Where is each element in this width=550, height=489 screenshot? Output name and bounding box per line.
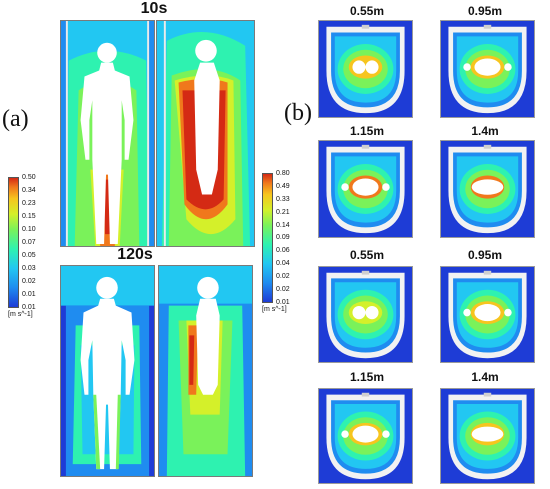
colorbar-right-tick: 0.02 <box>276 273 290 281</box>
section-title-bottom-3: 1.15m <box>349 370 385 384</box>
colorbar-left-unit: [m s^-1] <box>8 311 33 318</box>
colorbar-right-tick: 0.33 <box>276 195 290 203</box>
colorbar-right-tick: 0.01 <box>276 298 290 306</box>
colorbar-left-tick: 0.02 <box>22 278 36 285</box>
colorbar-left-tick: 0.03 <box>22 265 36 272</box>
time-title-10s: 10s <box>140 0 168 17</box>
colorbar-left-tick: 0.01 <box>22 291 36 298</box>
cross-section-4 <box>440 140 535 238</box>
section-title-top-3: 1.15m <box>349 124 385 138</box>
cross-section-2 <box>440 20 535 118</box>
section-title-top-2: 0.95m <box>467 4 503 18</box>
colorbar-right-tick: 0.06 <box>276 247 290 255</box>
colorbar-right-ticks: 0.80 0.49 0.33 0.21 0.14 0.09 0.06 0.04 0.02 0.02… <box>276 170 290 306</box>
section-title-bottom-1: 0.55m <box>349 248 385 262</box>
colorbar-left <box>8 177 19 308</box>
colorbar-left-tick: 0.10 <box>22 226 36 233</box>
colorbar-right <box>262 173 273 303</box>
cross-section-1 <box>318 20 413 118</box>
cross-section-5 <box>318 266 413 363</box>
contour-120s-front <box>60 265 155 477</box>
colorbar-left-tick: 0.34 <box>22 187 36 194</box>
colorbar-left-tick: 0.07 <box>22 239 36 246</box>
contour-10s-side <box>156 20 255 247</box>
panel-b-label: (b) <box>284 100 312 126</box>
colorbar-left-tick: 0.05 <box>22 252 36 259</box>
section-title-bottom-2: 0.95m <box>467 248 503 262</box>
cross-section-3 <box>318 140 413 238</box>
time-title-120s: 120s <box>117 246 153 263</box>
contour-10s-front <box>60 20 155 247</box>
section-title-bottom-4: 1.4m <box>471 370 499 384</box>
colorbar-right-tick: 0.14 <box>276 221 290 229</box>
colorbar-left-tick: 0.50 <box>22 174 36 181</box>
colorbar-left-tick: 0.23 <box>22 200 36 207</box>
colorbar-left-ticks: 0.50 0.34 0.23 0.15 0.10 0.07 0.05 0.03 0.02 0.01… <box>22 174 36 311</box>
panel-a-label: (a) <box>2 106 29 132</box>
colorbar-right-tick: 0.02 <box>276 286 290 294</box>
cross-section-6 <box>440 266 535 363</box>
colorbar-left-tick: 0.15 <box>22 213 36 220</box>
cross-section-7 <box>318 388 413 484</box>
colorbar-right-unit: [m s^-1] <box>262 306 287 313</box>
contour-120s-side <box>158 265 253 477</box>
colorbar-right-tick: 0.80 <box>276 170 290 177</box>
section-title-top-4: 1.4m <box>471 124 499 138</box>
colorbar-right-tick: 0.09 <box>276 234 290 242</box>
colorbar-right-tick: 0.49 <box>276 182 290 190</box>
colorbar-right-tick: 0.21 <box>276 208 290 216</box>
colorbar-left-tick: 0.01 <box>22 304 36 311</box>
colorbar-right-tick: 0.04 <box>276 260 290 268</box>
section-title-top-1: 0.55m <box>349 4 385 18</box>
cross-section-8 <box>440 388 535 484</box>
